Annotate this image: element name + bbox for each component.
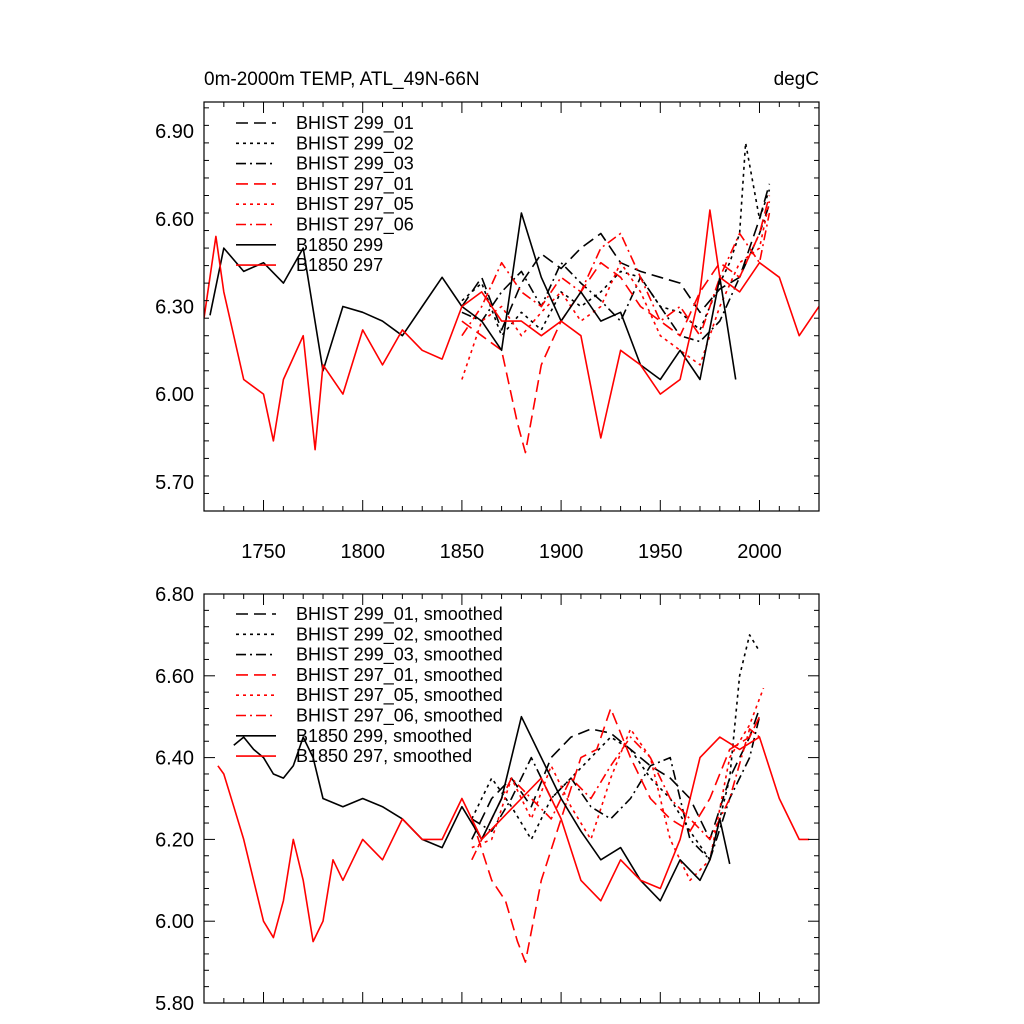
legend-label: BHIST 297_01: [296, 174, 414, 195]
legend-label: BHIST 299_02, smoothed: [296, 624, 503, 645]
x-tick-label: 1850: [440, 541, 485, 563]
legend-label: BHIST 299_01: [296, 113, 414, 134]
legend-item-bhist-299-01-smoothed: BHIST 299_01, smoothed: [236, 604, 503, 625]
bottom-panel: 5.80 6.00 6.20 6.40 6.60 6.80 BHIST 299_01, sm…: [155, 584, 820, 1015]
legend-item-b1850-299: B1850 299: [236, 235, 383, 255]
legend-label: BHIST 297_01, smoothed: [296, 665, 503, 686]
legend-item-bhist-297-05: BHIST 297_05: [236, 194, 414, 215]
x-tick-label: 1800: [340, 541, 385, 563]
x-tick-label: 2000: [737, 541, 782, 563]
top-panel: 5.70 6.00 6.30 6.60 6.90 1750 1800 1850 1900 1950…: [155, 69, 820, 563]
legend-label: BHIST 299_03: [296, 154, 414, 175]
y-tick-label: 6.60: [155, 209, 194, 231]
series-line-bhist-297-01-smoothed: [471, 707, 761, 963]
series-line-bhist-299-01-smoothed: [471, 708, 761, 841]
legend-label: BHIST 299_02: [296, 133, 414, 154]
legend-item-b1850-299-smoothed: B1850 299, smoothed: [236, 726, 472, 746]
legend-item-bhist-297-01: BHIST 297_01: [236, 174, 414, 195]
legend-label: B1850 297, smoothed: [296, 746, 472, 766]
series-group: [217, 634, 810, 963]
legend-item-bhist-297-06: BHIST 297_06: [236, 215, 414, 236]
legend-item-bhist-299-03: BHIST 299_03: [236, 154, 414, 175]
legend-label: B1850 297: [296, 255, 383, 275]
x-tick-label: 1900: [539, 541, 584, 563]
series-line-bhist-299-03-smoothed: [471, 716, 761, 861]
legend-item-bhist-297-06-smoothed: BHIST 297_06, smoothed: [236, 706, 503, 727]
y-tick-label: 6.60: [155, 666, 194, 688]
legend-label: B1850 299: [296, 235, 383, 255]
legend-item-bhist-299-02: BHIST 299_02: [236, 133, 414, 154]
x-tick-label: 1950: [638, 541, 683, 563]
legend-item-bhist-297-01-smoothed: BHIST 297_01, smoothed: [236, 665, 503, 686]
series-line-bhist-299-02-smoothed: [471, 634, 761, 861]
legend-item-bhist-297-05-smoothed: BHIST 297_05, smoothed: [236, 685, 503, 706]
legend-item-bhist-299-03-smoothed: BHIST 299_03, smoothed: [236, 645, 503, 666]
legend-label: BHIST 297_06: [296, 215, 414, 236]
plot-frame: [203, 593, 820, 1004]
y-tick-label: 6.90: [155, 121, 194, 143]
axis-ticks: [203, 593, 820, 1004]
y-tick-label: 6.00: [155, 911, 194, 933]
legend-label: BHIST 297_05, smoothed: [296, 685, 503, 706]
legend-label: B1850 299, smoothed: [296, 726, 472, 746]
series-line-bhist-297-01: [461, 195, 771, 454]
y-tick-label: 5.80: [155, 993, 194, 1015]
y-tick-label: 6.30: [155, 297, 194, 319]
series-line-bhist-297-06: [461, 212, 771, 337]
legend-item-bhist-299-02-smoothed: BHIST 299_02, smoothed: [236, 624, 503, 645]
legend-label: BHIST 299_03, smoothed: [296, 645, 503, 666]
units-label: degC: [774, 69, 819, 90]
legend-item-b1850-297-smoothed: B1850 297, smoothed: [236, 746, 472, 766]
series-line-b1850-299: [209, 212, 737, 381]
legend-label: BHIST 297_06, smoothed: [296, 706, 503, 727]
y-tick-label: 5.70: [155, 472, 194, 494]
series-group: [204, 142, 819, 454]
x-tick-label: 1750: [241, 541, 286, 563]
legend-item-bhist-299-01: BHIST 299_01: [236, 113, 414, 134]
series-line-bhist-297-05: [461, 201, 771, 380]
y-tick-label: 6.20: [155, 829, 194, 851]
series-line-b1850-297-smoothed: [217, 736, 810, 943]
y-tick-label: 6.00: [155, 384, 194, 406]
series-line-b1850-299-smoothed: [233, 715, 731, 902]
axis-ticks: [203, 102, 820, 512]
legend-label: BHIST 297_05: [296, 194, 414, 215]
chart-title: 0m-2000m TEMP, ATL_49N-66N: [204, 69, 480, 90]
legend-label: BHIST 299_01, smoothed: [296, 604, 503, 625]
y-tick-label: 6.80: [155, 584, 194, 606]
plot-frame: [203, 101, 820, 512]
y-tick-label: 6.40: [155, 748, 194, 770]
series-line-b1850-297: [204, 209, 819, 451]
legend-item-b1850-297: B1850 297: [236, 255, 383, 275]
series-line-bhist-299-03: [461, 203, 771, 343]
